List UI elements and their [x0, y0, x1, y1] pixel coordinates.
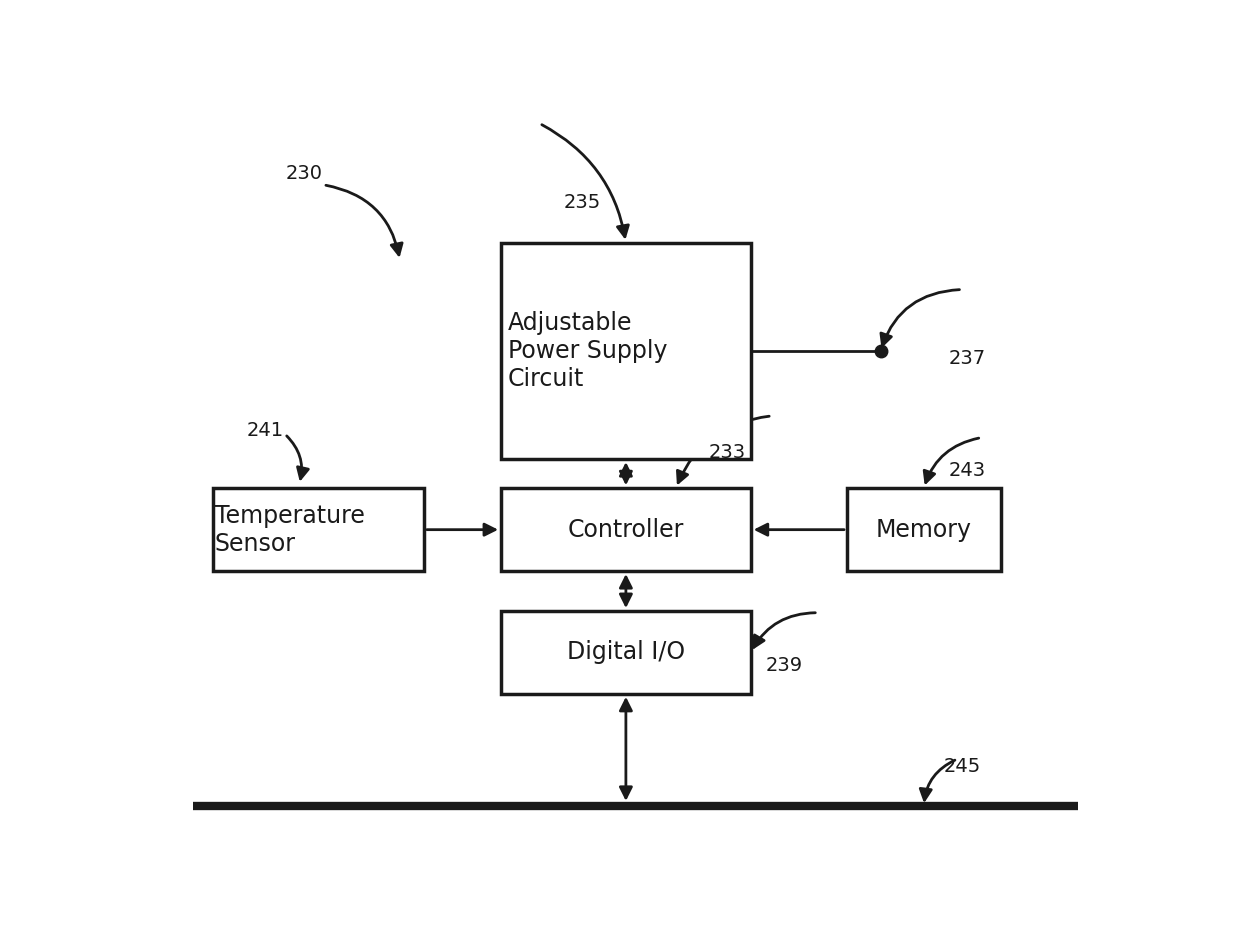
- Text: Controller: Controller: [568, 518, 684, 541]
- Text: Adjustable
Power Supply
Circuit: Adjustable Power Supply Circuit: [507, 311, 667, 391]
- Text: 239: 239: [766, 656, 804, 674]
- Text: 241: 241: [247, 421, 284, 440]
- Bar: [213, 488, 424, 571]
- Text: 233: 233: [708, 443, 745, 461]
- Bar: [847, 488, 1001, 571]
- Bar: [501, 611, 750, 694]
- Text: 230: 230: [285, 164, 322, 184]
- Text: Memory: Memory: [875, 518, 972, 541]
- Bar: [501, 243, 750, 460]
- Text: 245: 245: [944, 757, 981, 776]
- Bar: [501, 488, 750, 571]
- Text: 237: 237: [949, 349, 986, 368]
- Text: 235: 235: [564, 193, 601, 212]
- Text: 243: 243: [949, 461, 986, 479]
- Text: Temperature
Sensor: Temperature Sensor: [215, 504, 365, 555]
- Text: Digital I/O: Digital I/O: [567, 641, 684, 664]
